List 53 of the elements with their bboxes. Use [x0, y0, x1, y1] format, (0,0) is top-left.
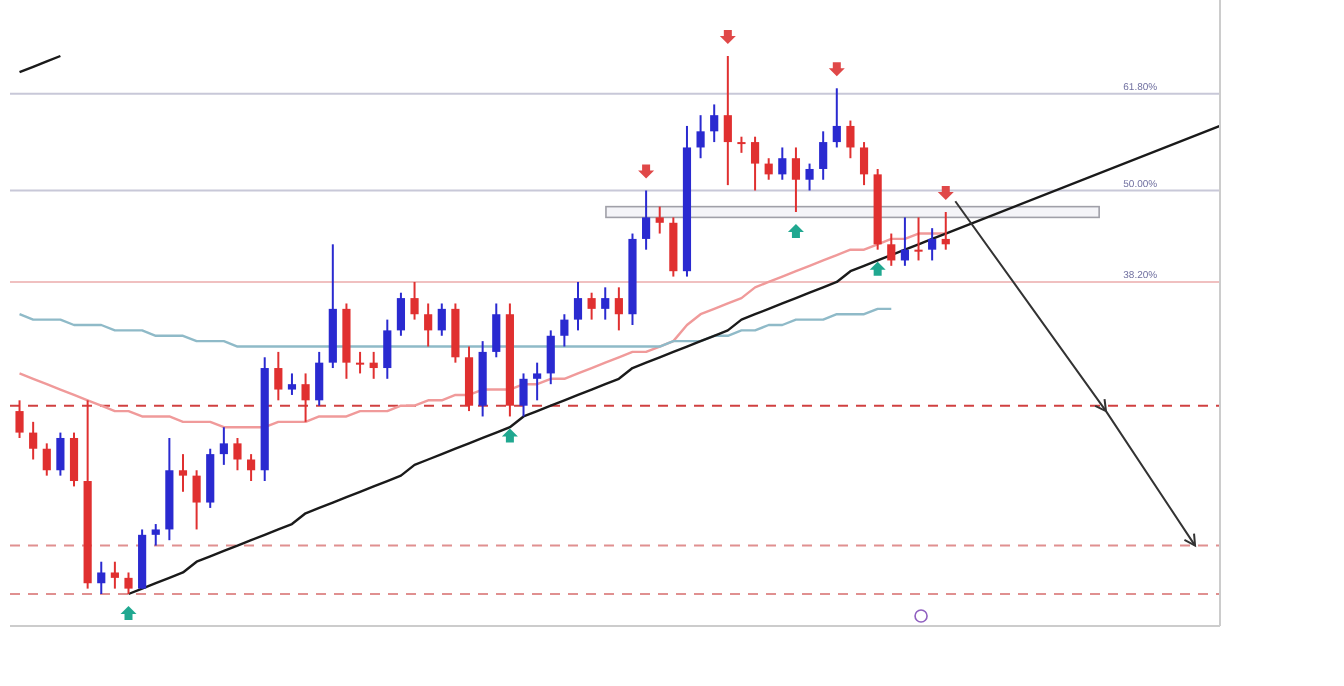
candlestick — [723, 55, 732, 187]
candlestick — [887, 232, 896, 267]
candlestick — [533, 361, 542, 402]
candlestick — [941, 211, 950, 251]
candlestick — [859, 141, 869, 187]
candlestick — [383, 318, 392, 380]
candlestick — [97, 560, 106, 595]
candlestick — [764, 157, 773, 181]
candlestick — [274, 350, 283, 402]
candlestick — [151, 523, 160, 547]
candlestick — [587, 291, 596, 321]
candlestick — [642, 189, 651, 251]
candlestick — [301, 372, 310, 423]
candlestick — [15, 399, 24, 439]
candlestick — [110, 560, 119, 590]
candlestick — [601, 286, 610, 321]
candlestick — [192, 469, 201, 531]
candlestick — [396, 291, 406, 337]
candlestick — [914, 216, 923, 262]
candlestick — [710, 103, 719, 144]
candlestick — [560, 313, 569, 348]
candlestick — [819, 130, 828, 181]
candlestick — [492, 302, 501, 359]
candlestick — [410, 280, 419, 321]
candlestick — [846, 119, 855, 160]
candlestick — [233, 436, 242, 472]
candlestick — [750, 135, 760, 192]
candlestick — [778, 146, 787, 181]
candlestick — [178, 453, 188, 493]
candlestick — [655, 205, 664, 235]
candlestick — [928, 227, 937, 262]
candlestick — [696, 114, 705, 160]
candlestick — [437, 302, 446, 337]
candlestick — [355, 350, 365, 375]
candlestick — [56, 431, 65, 477]
candlestick — [424, 302, 433, 348]
candlestick — [791, 146, 801, 214]
candlestick — [315, 350, 324, 407]
candlestick — [519, 372, 528, 418]
candlestick — [42, 442, 51, 477]
candlestick — [247, 453, 256, 483]
candlestick — [805, 162, 814, 192]
candlestick — [546, 329, 555, 386]
candlestick — [69, 431, 79, 488]
candlestick — [614, 286, 623, 332]
candlestick — [832, 87, 841, 149]
candlestick — [900, 216, 909, 267]
candlestick — [29, 420, 38, 461]
candlestick — [124, 571, 133, 595]
candlestick — [369, 350, 378, 380]
candlestick — [287, 372, 297, 396]
candlestick — [219, 426, 228, 466]
candlestick — [573, 280, 583, 332]
